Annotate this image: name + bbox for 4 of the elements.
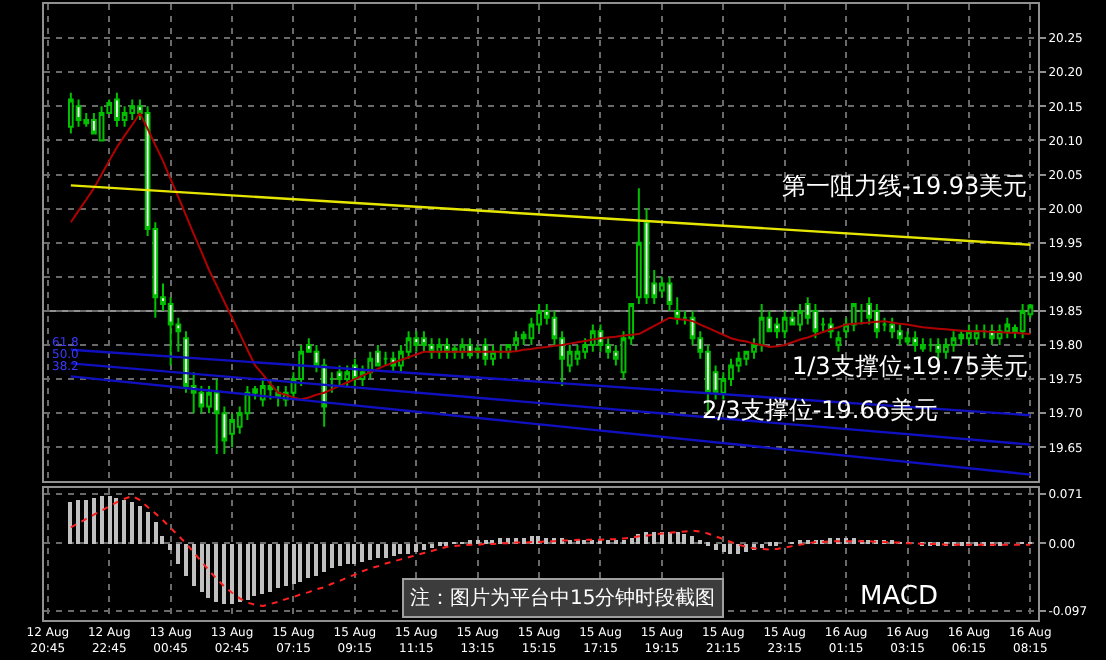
annotation: 第一阻力线-19.93美元 [782, 172, 1028, 200]
annotation: MACD [860, 582, 938, 612]
annotation: 注：图片为平台中15分钟时段截图 [410, 586, 716, 610]
annotation: 1/3支撑位-19.75美元 [792, 352, 1028, 380]
